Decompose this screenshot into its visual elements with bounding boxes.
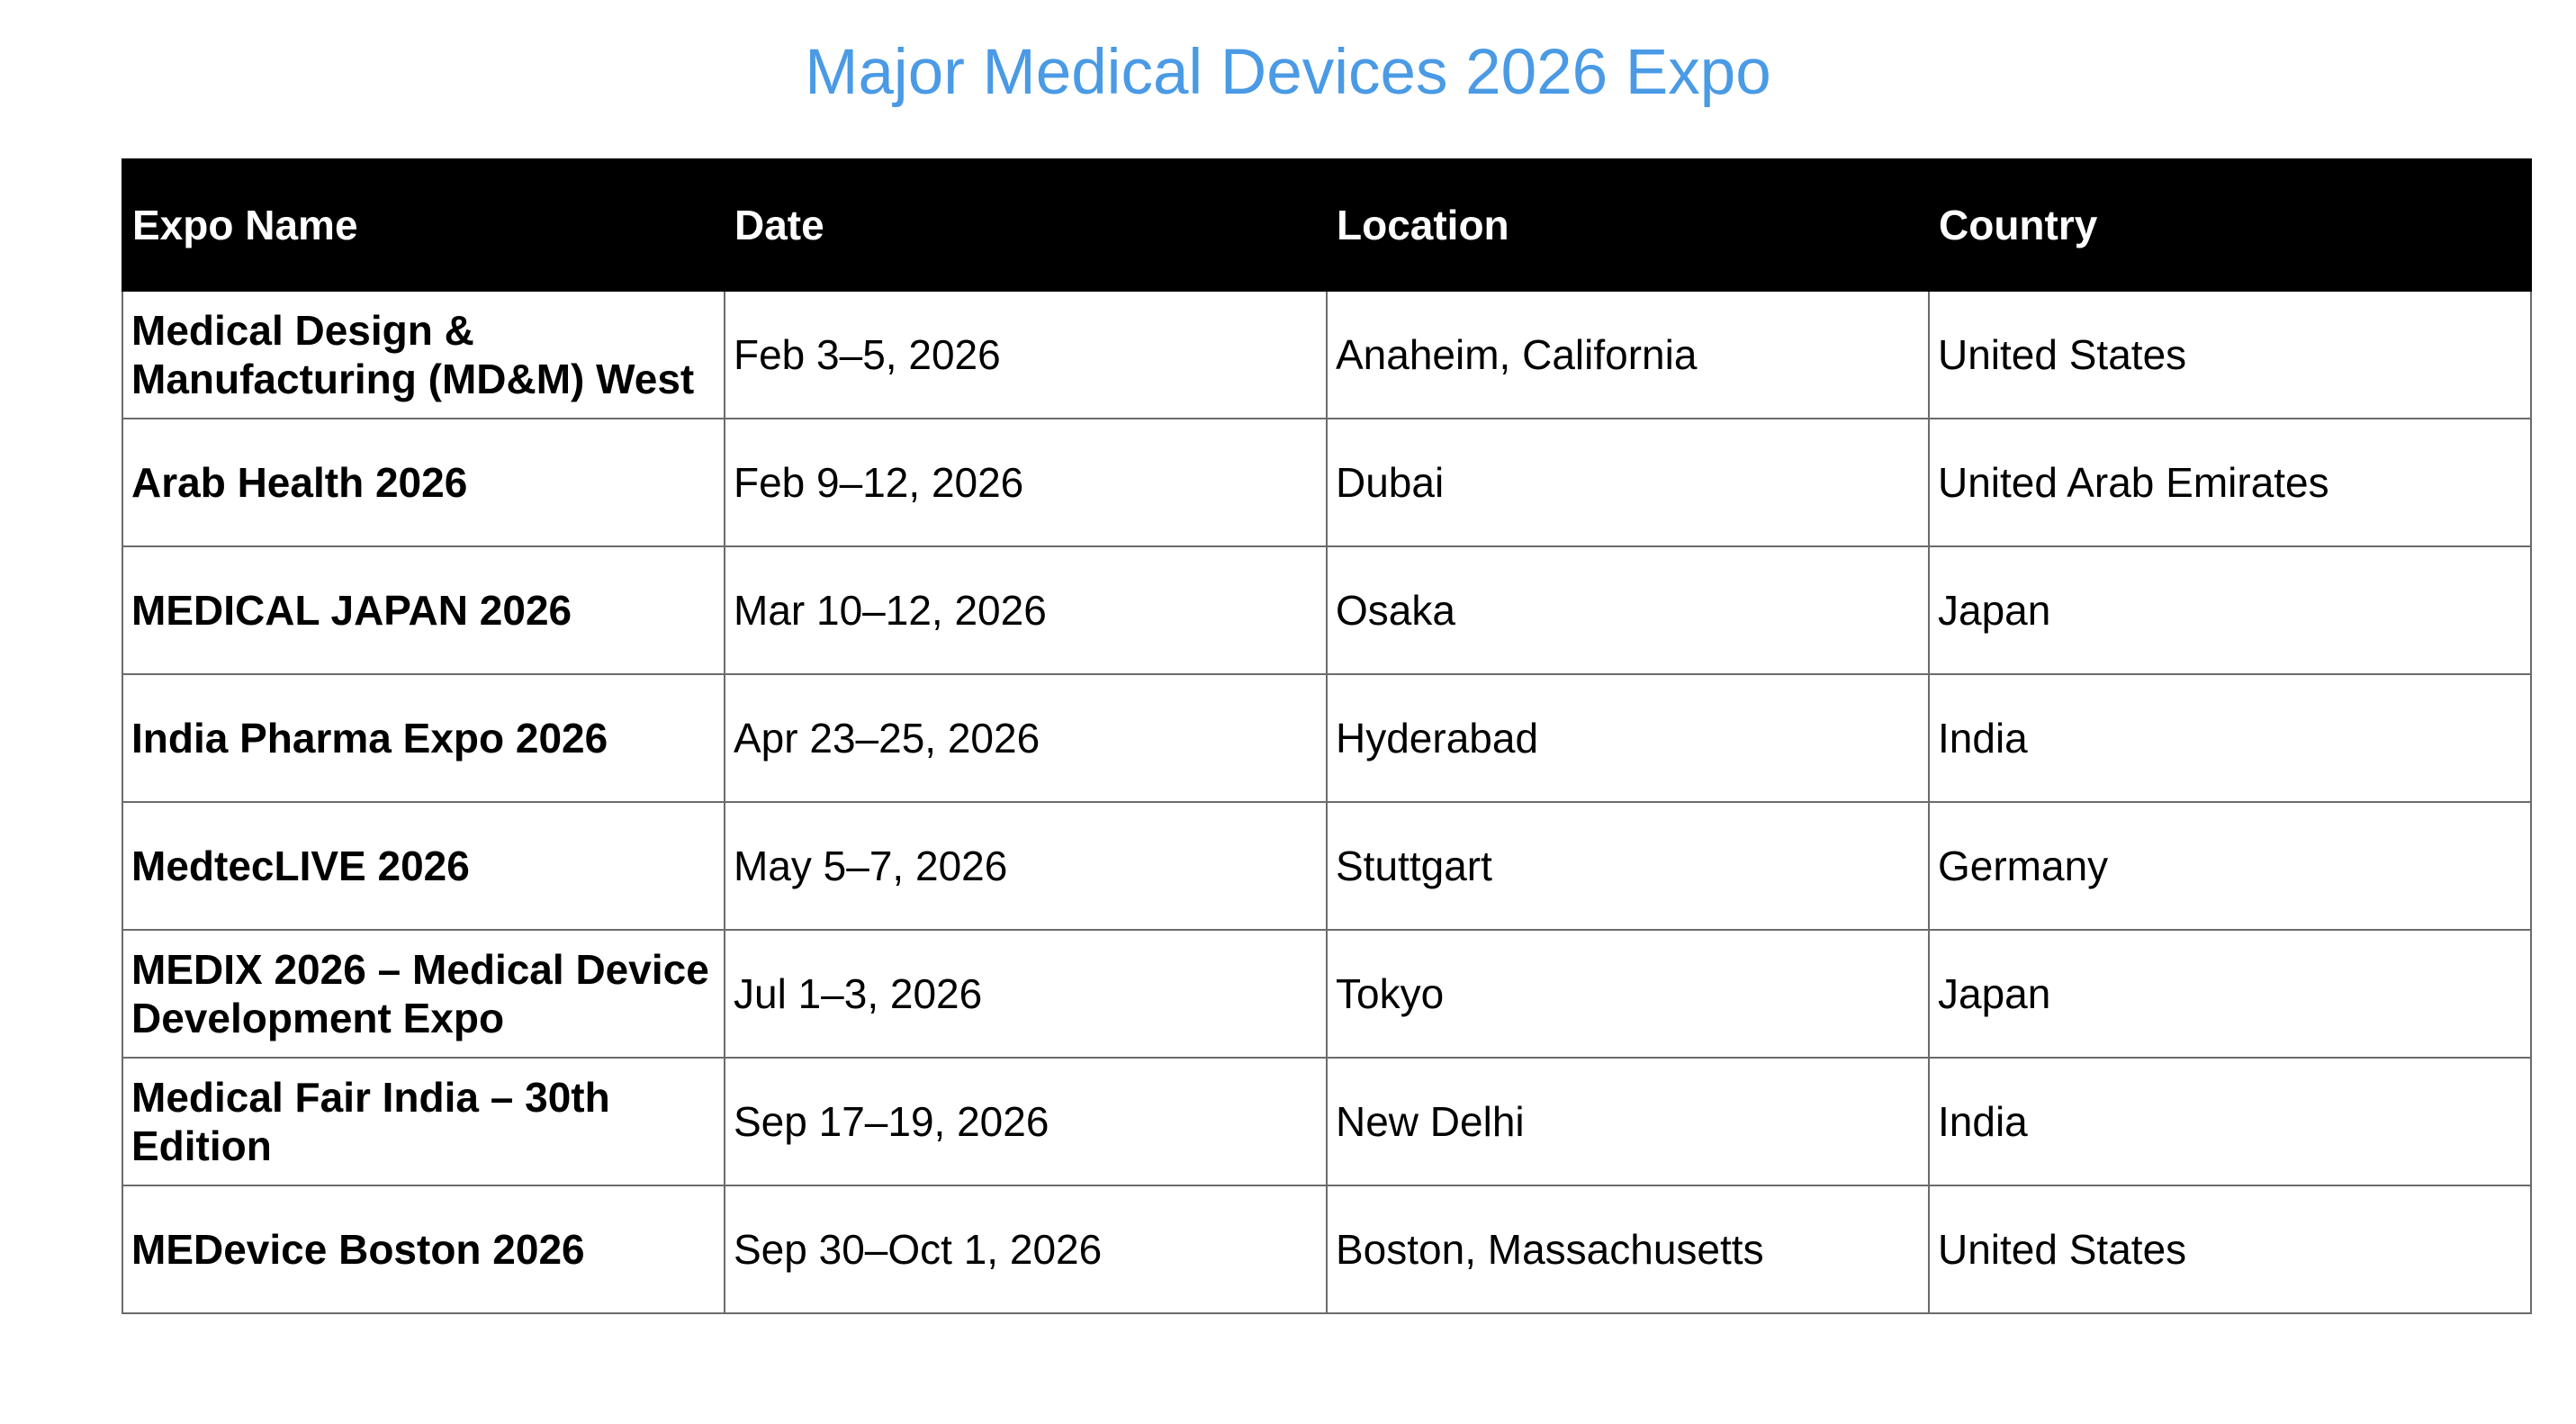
country-cell: Germany	[1928, 801, 2532, 931]
location-cell: Tokyo	[1326, 929, 1930, 1059]
expo-name-cell: MEDevice Boston 2026	[122, 1185, 725, 1314]
expo-table: Expo Name Date Location Country Medical …	[122, 158, 2532, 1314]
expo-name-cell: Medical Design & Manufacturing (MD&M) We…	[122, 290, 725, 419]
header-expo-name: Expo Name	[122, 158, 725, 292]
table-row: MedtecLIVE 2026 May 5–7, 2026 Stuttgart …	[122, 801, 2532, 931]
location-cell: Hyderabad	[1326, 673, 1930, 803]
table-row: MEDICAL JAPAN 2026 Mar 10–12, 2026 Osaka…	[122, 545, 2532, 675]
date-cell: Mar 10–12, 2026	[724, 545, 1328, 675]
table-row: Arab Health 2026 Feb 9–12, 2026 Dubai Un…	[122, 418, 2532, 547]
date-cell: Sep 17–19, 2026	[724, 1057, 1328, 1186]
location-cell: Dubai	[1326, 418, 1930, 547]
location-cell: Osaka	[1326, 545, 1930, 675]
table-row: MEDIX 2026 – Medical Device Development …	[122, 929, 2532, 1059]
date-cell: May 5–7, 2026	[724, 801, 1328, 931]
location-cell: New Delhi	[1326, 1057, 1930, 1186]
expo-name-cell: MedtecLIVE 2026	[122, 801, 725, 931]
expo-name-cell: MEDICAL JAPAN 2026	[122, 545, 725, 675]
table-row: India Pharma Expo 2026 Apr 23–25, 2026 H…	[122, 673, 2532, 803]
date-cell: Jul 1–3, 2026	[724, 929, 1328, 1059]
date-cell: Feb 3–5, 2026	[724, 290, 1328, 419]
country-cell: India	[1928, 1057, 2532, 1186]
date-cell: Apr 23–25, 2026	[724, 673, 1328, 803]
header-country: Country	[1928, 158, 2532, 292]
expo-name-cell: Arab Health 2026	[122, 418, 725, 547]
location-cell: Anaheim, California	[1326, 290, 1930, 419]
expo-name-cell: Medical Fair India – 30th Edition	[122, 1057, 725, 1186]
table-row: Medical Design & Manufacturing (MD&M) We…	[122, 290, 2532, 419]
header-location: Location	[1326, 158, 1930, 292]
date-cell: Sep 30–Oct 1, 2026	[724, 1185, 1328, 1314]
table-header-row: Expo Name Date Location Country	[122, 158, 2532, 292]
country-cell: Japan	[1928, 929, 2532, 1059]
table-row: MEDevice Boston 2026 Sep 30–Oct 1, 2026 …	[122, 1185, 2532, 1314]
expo-name-cell: MEDIX 2026 – Medical Device Development …	[122, 929, 725, 1059]
country-cell: United Arab Emirates	[1928, 418, 2532, 547]
expo-name-cell: India Pharma Expo 2026	[122, 673, 725, 803]
country-cell: United States	[1928, 290, 2532, 419]
location-cell: Boston, Massachusetts	[1326, 1185, 1930, 1314]
location-cell: Stuttgart	[1326, 801, 1930, 931]
page-title: Major Medical Devices 2026 Expo	[805, 37, 1771, 108]
header-date: Date	[724, 158, 1328, 292]
country-cell: United States	[1928, 1185, 2532, 1314]
table-row: Medical Fair India – 30th Edition Sep 17…	[122, 1057, 2532, 1186]
date-cell: Feb 9–12, 2026	[724, 418, 1328, 547]
country-cell: India	[1928, 673, 2532, 803]
country-cell: Japan	[1928, 545, 2532, 675]
